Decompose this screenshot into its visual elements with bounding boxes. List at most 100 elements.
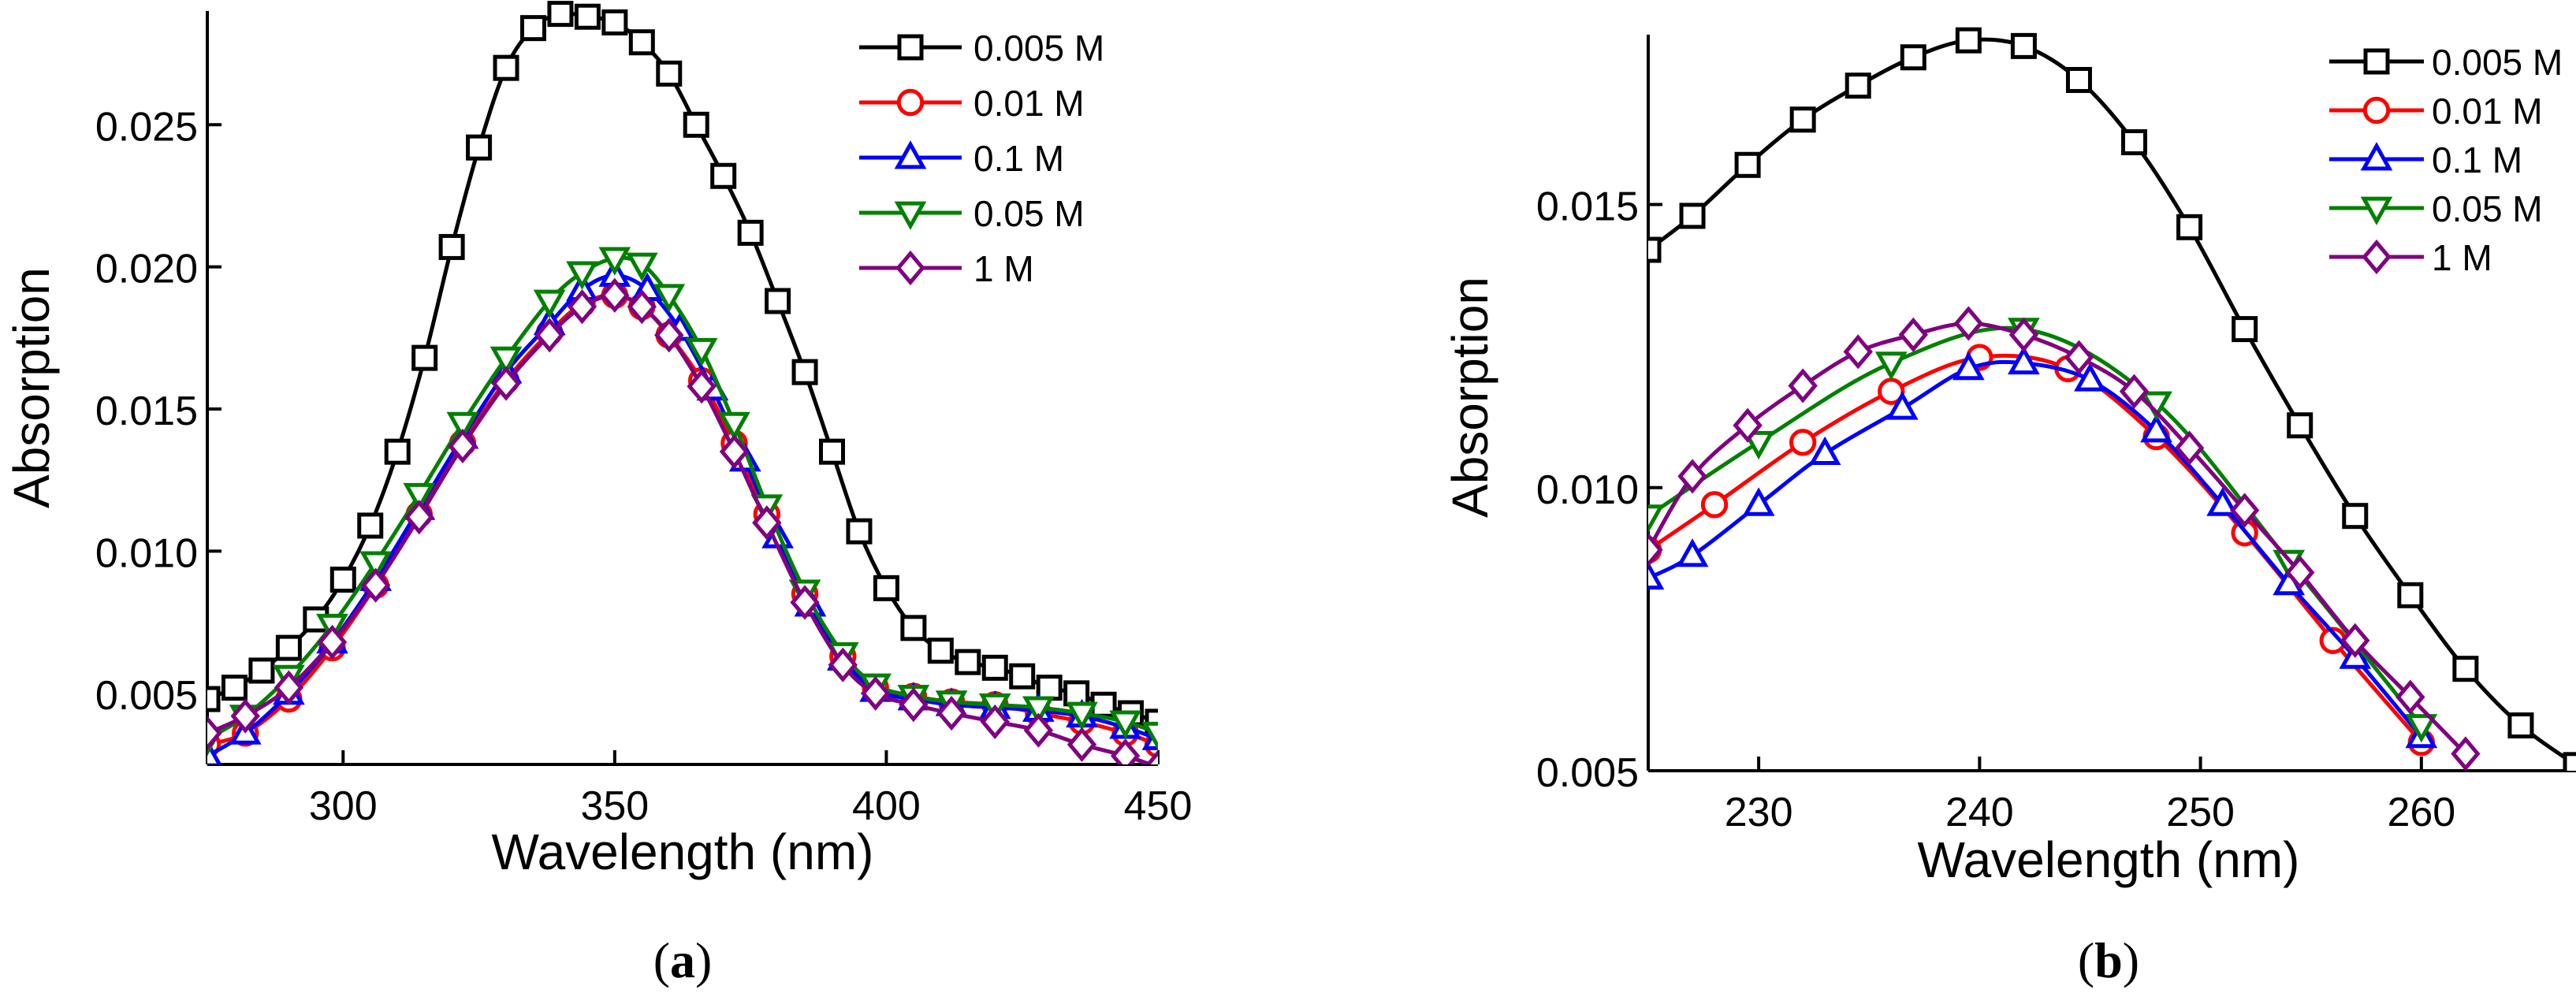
data-point	[1023, 712, 1054, 748]
legend-item-0-1-m: 0.1 M	[2329, 139, 2522, 180]
data-point	[1009, 663, 1036, 690]
data-point	[955, 649, 981, 675]
y-tick-label: 0.015	[95, 389, 198, 434]
data-point	[1742, 487, 1775, 516]
data-point	[900, 615, 927, 641]
y-tick-label: 0.020	[95, 247, 198, 292]
data-point	[1648, 236, 1662, 263]
data-point	[765, 288, 791, 314]
data-point	[359, 551, 393, 580]
data-point	[1845, 73, 1871, 99]
data-point	[1789, 429, 1817, 456]
data-point	[2397, 582, 2424, 608]
legend-label: 0.005 M	[973, 28, 1104, 69]
chart-panel-a: 0.005 0.010 0.015 0.020 0.025 300 350 400 450 0…	[3, 1, 1193, 988]
legend-marker	[2362, 96, 2391, 125]
series-line	[1648, 321, 2467, 756]
y-tick-label: 0.005	[95, 673, 198, 719]
data-point	[791, 359, 818, 385]
data-point	[2405, 714, 2438, 743]
legend-label: 0.005 M	[2432, 42, 2563, 83]
data-point	[574, 3, 601, 30]
x-tick-label: 400	[852, 783, 921, 829]
data-point	[600, 277, 630, 313]
data-point	[1900, 44, 1926, 71]
data-point	[1789, 106, 1816, 133]
data-point	[2563, 752, 2576, 771]
panel-letter: b	[2094, 932, 2123, 988]
data-point	[360, 567, 391, 603]
data-point	[567, 289, 597, 325]
legend-marker	[2363, 48, 2390, 75]
legend-marker	[896, 88, 925, 117]
data-point	[1808, 436, 1841, 466]
data-point	[1734, 151, 1761, 178]
series-1-m	[1648, 306, 2481, 771]
data-point	[248, 657, 275, 684]
data-point	[980, 704, 1010, 739]
data-point	[687, 369, 717, 404]
data-point	[230, 698, 260, 734]
x-axis-label: Wavelength (nm)	[1918, 831, 2300, 888]
series-0-05-m	[1648, 318, 2438, 743]
data-point	[1145, 749, 1158, 764]
panel-label-b: (b)	[2078, 932, 2139, 988]
data-point	[2287, 412, 2314, 439]
legend-marker	[895, 250, 925, 286]
data-point	[2206, 487, 2239, 516]
data-point	[317, 624, 348, 660]
data-point	[491, 366, 521, 401]
data-point	[1648, 560, 1665, 590]
series-1-m	[207, 277, 1158, 764]
data-point	[873, 575, 899, 601]
data-point	[1677, 459, 1707, 494]
legend-item-0-1-m: 0.1 M	[859, 138, 1064, 179]
series-line	[1648, 353, 2423, 744]
data-point	[207, 686, 221, 712]
x-tick-label: 250	[2166, 790, 2235, 835]
data-point	[1141, 721, 1158, 751]
y-tick-label: 0.010	[95, 530, 198, 576]
data-point	[221, 675, 248, 701]
data-point	[207, 716, 222, 751]
data-point	[1022, 696, 1055, 725]
data-point	[790, 585, 820, 620]
data-point	[1953, 306, 1984, 341]
data-point	[490, 346, 523, 376]
data-point	[1648, 504, 1665, 534]
data-point	[519, 15, 546, 42]
data-point	[566, 261, 598, 290]
data-point	[653, 284, 686, 313]
data-point	[2395, 679, 2425, 715]
data-point	[1066, 701, 1098, 731]
legend: 0.005 M 0.01 M 0.1 M 0.05 M 1 M	[859, 28, 1104, 289]
data-point	[2232, 316, 2258, 343]
data-point	[710, 162, 737, 189]
legend-item-0-01-m: 0.01 M	[2329, 91, 2543, 132]
data-point	[828, 647, 858, 682]
data-point	[1733, 407, 1763, 443]
legend-item-0-05-m: 0.05 M	[2329, 188, 2543, 229]
series-0-1-m	[207, 258, 1158, 764]
data-point	[438, 233, 465, 260]
legend-marker	[894, 201, 927, 230]
y-axis-label: Absorption	[3, 267, 60, 508]
data-point	[1648, 532, 1663, 567]
legend-item-0-005-m: 0.005 M	[859, 28, 1104, 69]
data-point	[446, 411, 479, 441]
legend-item-0-05-m: 0.05 M	[859, 193, 1085, 234]
x-tick-label: 450	[1124, 783, 1193, 829]
legend-label: 0.1 M	[973, 138, 1064, 179]
data-point	[1109, 710, 1142, 739]
data-point	[2452, 656, 2479, 682]
legend-label: 1 M	[2432, 237, 2492, 278]
data-point	[493, 54, 519, 81]
data-point	[683, 111, 709, 138]
data-point	[1955, 27, 1982, 54]
legend-marker	[2360, 196, 2393, 225]
data-point	[2064, 340, 2094, 375]
panel-label-a: (a)	[653, 932, 713, 988]
legend-label: 0.05 M	[2432, 188, 2543, 229]
legend-marker	[897, 34, 924, 61]
legend-marker	[2360, 142, 2393, 171]
